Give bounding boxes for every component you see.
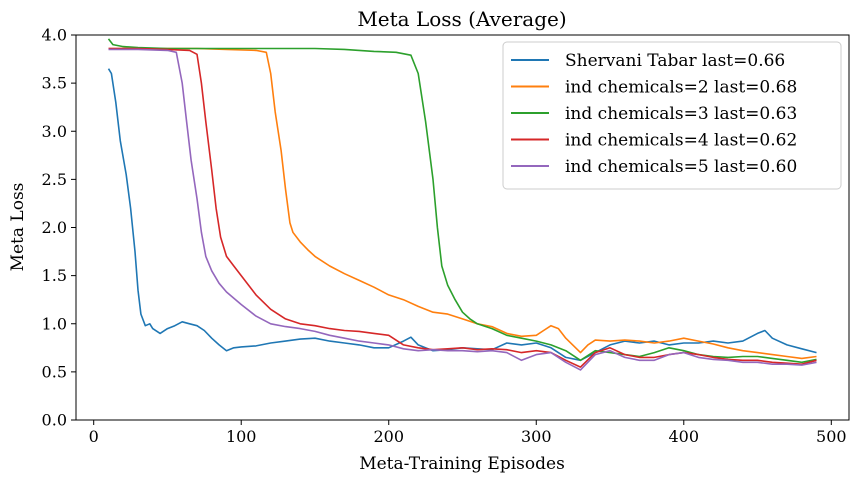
x-tick-label: 300	[521, 427, 552, 446]
series-layer	[107, 38, 817, 371]
legend-label-1: Shervani Tabar last=0.66	[565, 51, 785, 71]
y-tick-label: 1.5	[42, 266, 67, 285]
y-tick-label: 2.5	[42, 170, 67, 189]
x-tick-label: 0	[89, 427, 99, 446]
ticks-layer: 0 100 200 300 400 500 0.0 0.5 1.0 1.5 2.0 2.5 3.0 3.5…	[42, 26, 847, 447]
y-tick-label: 0.0	[42, 411, 67, 430]
series-line-1	[107, 68, 817, 362]
series-line-5	[108, 48, 817, 371]
legend: Shervani Tabar last=0.66 ind chemicals=2 …	[502, 41, 842, 190]
x-tick-label: 500	[816, 427, 847, 446]
chart-title: Meta Loss (Average)	[357, 7, 566, 31]
y-tick-label: 2.0	[42, 218, 67, 237]
plot-frame	[75, 34, 850, 421]
x-tick-label: 200	[373, 427, 404, 446]
legend-items: Shervani Tabar last=0.66 ind chemicals=2 …	[511, 51, 797, 177]
x-axis-label: Meta-Training Episodes	[359, 454, 565, 474]
legend-label-2: ind chemicals=2 last=0.68	[565, 78, 797, 98]
y-tick-label: 3.5	[42, 74, 67, 93]
legend-label-3: ind chemicals=3 last=0.63	[565, 104, 797, 124]
x-tick-label: 400	[669, 427, 700, 446]
legend-label-5: ind chemicals=5 last=0.60	[565, 157, 797, 177]
y-tick-label: 4.0	[42, 26, 67, 45]
y-tick-label: 0.5	[42, 362, 67, 381]
legend-label-4: ind chemicals=4 last=0.62	[565, 131, 797, 151]
legend-box	[502, 41, 842, 190]
y-axis-label: Meta Loss	[8, 183, 28, 272]
y-tick-label: 1.0	[42, 314, 67, 333]
series-line-4	[108, 47, 817, 368]
x-tick-label: 100	[226, 427, 257, 446]
y-tick-label: 3.0	[42, 122, 67, 141]
